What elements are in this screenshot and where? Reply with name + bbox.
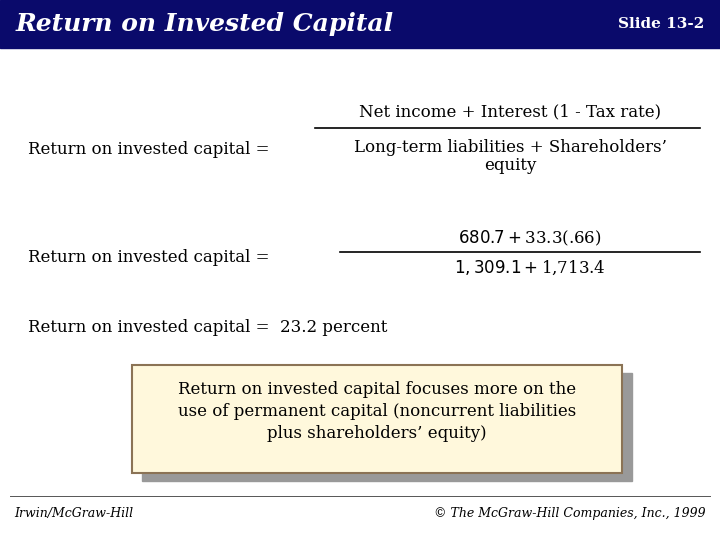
Text: © The McGraw-Hill Companies, Inc., 1999: © The McGraw-Hill Companies, Inc., 1999 [434, 508, 706, 521]
Text: Return on invested capital focuses more on the: Return on invested capital focuses more … [178, 381, 576, 399]
Bar [0, 0, 720, 48]
Bar [142, 373, 632, 481]
Text: Return on Invested Capital: Return on Invested Capital [16, 12, 394, 36]
Text: Irwin/McGraw-Hill: Irwin/McGraw-Hill [14, 508, 133, 521]
Text: use of permanent capital (noncurrent liabilities: use of permanent capital (noncurrent lia… [178, 403, 576, 421]
Text: Return on invested capital =  23.2 percent: Return on invested capital = 23.2 percen… [28, 320, 387, 336]
Text: $1,309.1 + $1,713.4: $1,309.1 + $1,713.4 [454, 259, 606, 277]
Text: Return on invested capital =: Return on invested capital = [28, 249, 269, 267]
Text: Net income + Interest (1 - Tax rate): Net income + Interest (1 - Tax rate) [359, 104, 661, 120]
Text: Return on invested capital =: Return on invested capital = [28, 141, 269, 159]
Text: equity: equity [484, 158, 536, 174]
Text: Long-term liabilities + Shareholders’: Long-term liabilities + Shareholders’ [354, 138, 667, 156]
Text: $680.7 + $33.3(.66): $680.7 + $33.3(.66) [458, 228, 602, 248]
Text: Slide 13-2: Slide 13-2 [618, 17, 704, 31]
Text: plus shareholders’ equity): plus shareholders’ equity) [267, 426, 487, 442]
Bar [132, 365, 622, 473]
